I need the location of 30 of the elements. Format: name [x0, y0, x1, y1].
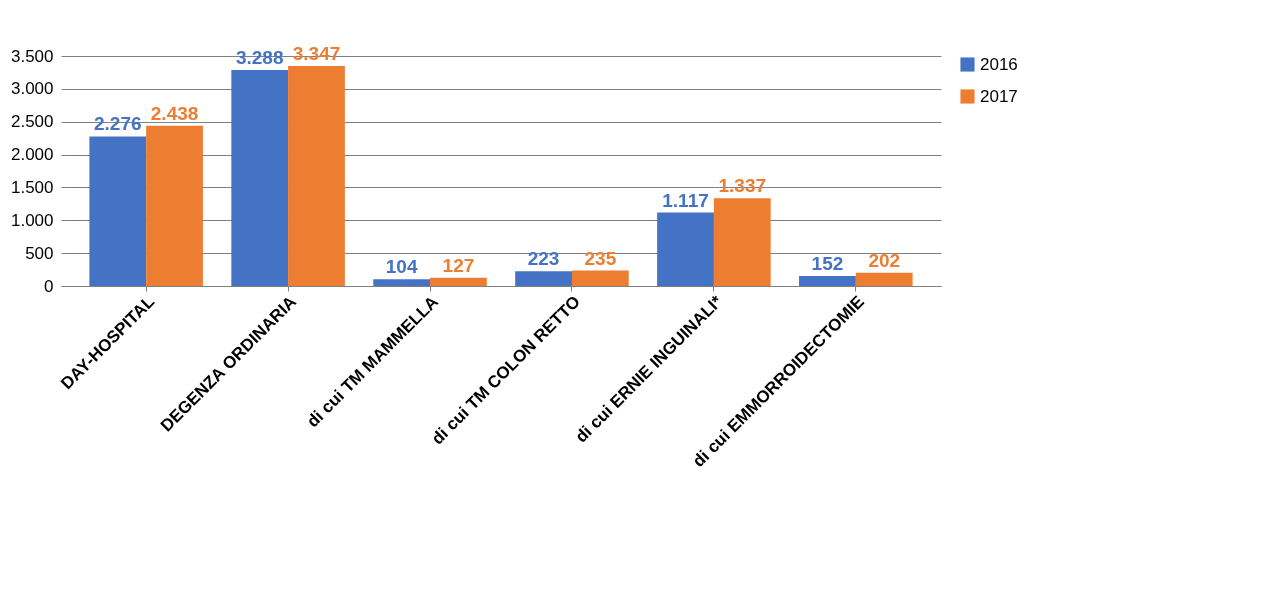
- data-label: 235: [584, 247, 617, 269]
- data-label: 2.438: [150, 102, 199, 124]
- bar: [146, 125, 203, 286]
- y-tick-label: 1.000: [10, 210, 54, 230]
- bar: [430, 277, 487, 286]
- y-tick-label: 0: [44, 276, 54, 296]
- y-tick-label: 3.500: [10, 46, 54, 66]
- legend-label: 2016: [980, 54, 1018, 74]
- bar: [571, 270, 629, 286]
- bar: [799, 276, 856, 286]
- legend-label: 2017: [980, 86, 1018, 106]
- bar: [89, 136, 147, 286]
- y-tick-label: 500: [25, 243, 54, 263]
- bar: [657, 212, 714, 286]
- bar: [713, 198, 771, 286]
- data-label: 104: [385, 256, 418, 278]
- y-tick-label: 2.000: [10, 145, 54, 165]
- data-label: 1.117: [662, 189, 709, 211]
- y-tick-label: 2.500: [10, 112, 54, 132]
- y-tick-label: 3.000: [10, 79, 54, 99]
- y-tick-label: 1.500: [10, 177, 54, 197]
- bar: [288, 66, 345, 286]
- data-label: 223: [527, 248, 560, 270]
- data-label: 127: [442, 254, 475, 276]
- bar: [231, 69, 289, 286]
- data-label: 202: [868, 249, 901, 271]
- bar: [515, 271, 572, 286]
- bar: [373, 279, 431, 286]
- bar: [855, 272, 913, 286]
- data-label: 152: [811, 253, 844, 275]
